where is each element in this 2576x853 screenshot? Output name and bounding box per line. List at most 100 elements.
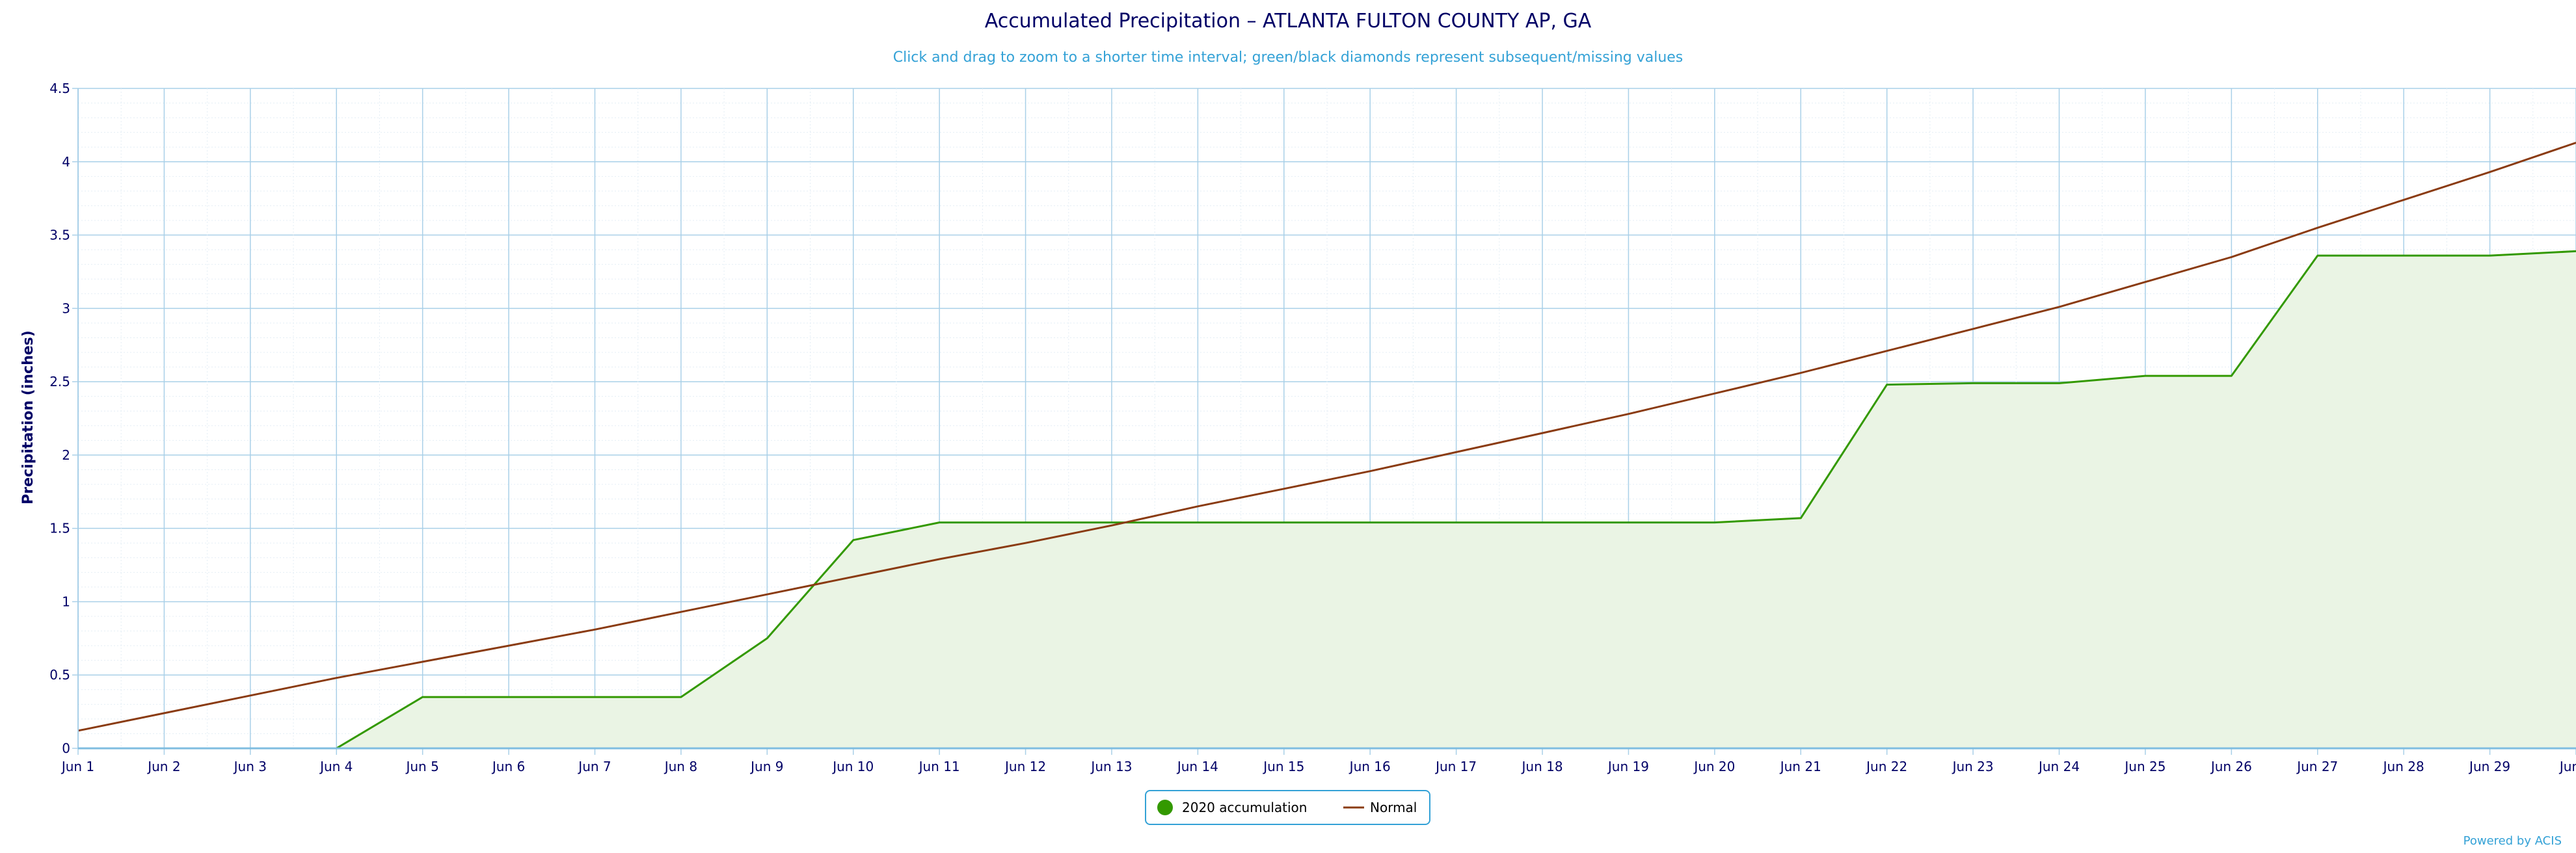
data-point-normal[interactable] [850,573,857,581]
data-point-2020-accumulation[interactable] [2141,372,2149,380]
series-line-2020-accumulation[interactable] [78,250,2576,750]
data-point-normal[interactable] [1883,347,1891,355]
x-tick-label: Jun 21 [1779,759,1821,774]
data-point-2020-accumulation[interactable] [2227,372,2235,380]
data-point-2020-accumulation[interactable] [935,519,943,527]
data-point-2020-accumulation[interactable] [850,536,857,544]
x-tick-label: Jun 16 [1348,759,1391,774]
data-point-normal[interactable] [2056,303,2063,311]
y-tick-label: 4.5 [49,81,70,96]
data-point-normal[interactable] [763,590,771,598]
data-point-normal[interactable] [2227,253,2235,261]
x-tick-label: Jun 6 [491,759,525,774]
x-tick-label: Jun 3 [2558,759,2576,774]
data-point-normal[interactable] [591,625,599,633]
data-point-2020-accumulation[interactable] [1453,519,1460,527]
data-point-normal[interactable] [505,642,513,650]
x-tick-label: Jun 10 [831,759,874,774]
data-point-2020-accumulation[interactable] [1711,519,1719,527]
legend[interactable]: 2020 accumulation Normal [1145,790,1430,825]
legend-item-2020-accumulation[interactable]: 2020 accumulation [1157,800,1307,815]
data-point-normal[interactable] [1797,369,1805,377]
data-point-2020-accumulation[interactable] [1280,519,1288,527]
data-point-normal[interactable] [247,692,254,700]
y-tick-label: 3 [62,300,70,316]
data-point-normal[interactable] [160,709,168,717]
legend-item-normal[interactable]: Normal [1343,800,1417,815]
line-layer [77,142,2576,750]
data-point-2020-accumulation[interactable] [1022,519,1030,527]
data-point-2020-accumulation[interactable] [677,693,685,701]
data-point-2020-accumulation[interactable] [419,693,427,701]
data-point-normal[interactable] [1022,539,1030,547]
x-tick-label: Jun 3 [233,759,267,774]
x-tick-label: Jun 25 [2123,759,2166,774]
x-tick-label: Jun 20 [1693,759,1735,774]
legend-label-2020-accumulation: 2020 accumulation [1182,800,1307,815]
x-tick-label: Jun 13 [1090,759,1132,774]
data-point-normal[interactable] [332,674,340,682]
data-point-normal[interactable] [1194,503,1201,510]
data-point-normal[interactable] [1969,325,1977,333]
data-point-normal[interactable] [2486,168,2494,176]
series-line-normal[interactable] [77,142,2576,732]
x-tick-label: Jun 4 [319,759,353,774]
data-point-2020-accumulation[interactable] [1366,519,1374,527]
data-point-2020-accumulation[interactable] [1883,381,1891,389]
x-tick-label: Jun 28 [2382,759,2424,774]
axis-layer [72,88,2576,755]
y-tick-label: 1.5 [49,521,70,536]
data-point-normal[interactable] [1711,389,1719,397]
data-point-2020-accumulation[interactable] [2486,252,2494,259]
x-tick-label: Jun 11 [918,759,960,774]
credits-link[interactable]: Powered by ACIS [2463,834,2562,848]
data-point-2020-accumulation[interactable] [2056,379,2063,387]
series-area-2020-accumulation [78,251,2576,748]
data-point-normal[interactable] [1108,521,1116,529]
x-tick-label: Jun 7 [577,759,611,774]
legend-box [1145,790,1430,825]
data-point-normal[interactable] [1624,410,1632,418]
y-axis-title: Precipitation (inches) [20,330,36,505]
data-point-normal[interactable] [419,658,427,666]
data-point-normal[interactable] [1280,485,1288,493]
data-point-normal[interactable] [1366,467,1374,475]
data-point-2020-accumulation[interactable] [2314,252,2322,259]
data-point-2020-accumulation[interactable] [2400,252,2408,259]
y-tick-label: 0 [62,741,70,756]
data-point-2020-accumulation[interactable] [1797,514,1805,522]
y-tick-label: 2 [62,447,70,463]
x-tick-label: Jun 8 [664,759,697,774]
data-point-normal[interactable] [677,608,685,616]
data-point-2020-accumulation[interactable] [1538,519,1546,527]
y-tick-label: 2.5 [49,374,70,389]
data-point-normal[interactable] [2141,278,2149,286]
data-point-2020-accumulation[interactable] [1624,519,1632,527]
y-axis-tick-labels: 0 0.5 1 1.5 2 2.5 3 3.5 4 4.5 [49,81,70,756]
x-tick-label: Jun 19 [1607,759,1649,774]
x-tick-label: Jun 26 [2210,759,2252,774]
data-point-2020-accumulation[interactable] [505,693,513,701]
data-point-2020-accumulation[interactable] [1194,519,1201,527]
x-tick-label: Jun 14 [1176,759,1218,774]
x-tick-label: Jun 22 [1865,759,1907,774]
data-point-normal[interactable] [2314,224,2322,231]
x-tick-label: Jun 9 [749,759,783,774]
y-tick-label: 3.5 [49,228,70,243]
y-tick-label: 1 [62,594,70,609]
data-point-2020-accumulation[interactable] [591,693,599,701]
x-tick-label: Jun 18 [1521,759,1563,774]
data-point-normal[interactable] [935,555,943,563]
y-tick-label: 0.5 [49,667,70,683]
data-point-normal[interactable] [1538,429,1546,437]
data-point-2020-accumulation[interactable] [763,635,771,642]
data-point-2020-accumulation[interactable] [1969,379,1977,387]
data-point-normal[interactable] [2400,196,2408,203]
x-tick-label: Jun 29 [2468,759,2510,774]
x-tick-label: Jun 1 [60,759,94,774]
chart-subtitle: Click and drag to zoom to a shorter time… [893,49,1684,66]
x-tick-label: Jun 15 [1262,759,1304,774]
data-point-normal[interactable] [1453,448,1460,456]
